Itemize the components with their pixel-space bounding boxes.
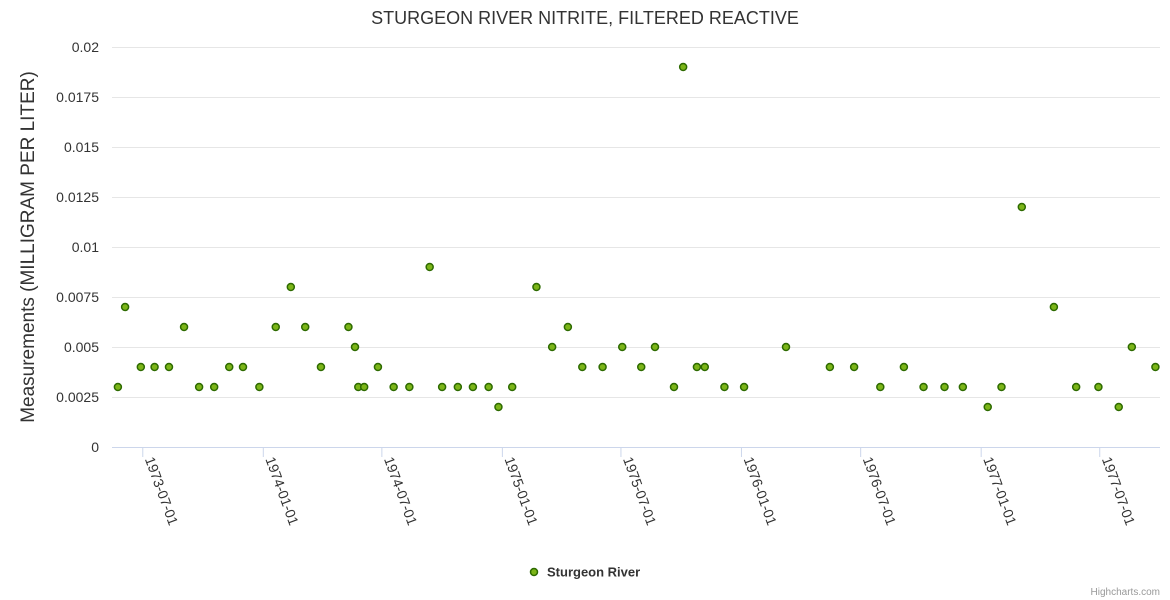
data-point[interactable] xyxy=(224,362,234,372)
y-tick-label: 0.02 xyxy=(72,39,99,55)
data-point[interactable] xyxy=(617,342,627,352)
data-point[interactable] xyxy=(136,362,146,372)
grid-lines xyxy=(112,47,1160,398)
data-point[interactable] xyxy=(359,382,369,392)
data-point[interactable] xyxy=(286,282,296,292)
data-point[interactable] xyxy=(899,362,909,372)
data-point[interactable] xyxy=(468,382,478,392)
data-point[interactable] xyxy=(1017,202,1027,212)
data-point[interactable] xyxy=(547,342,557,352)
data-point[interactable] xyxy=(425,262,434,272)
data-point[interactable] xyxy=(405,382,414,392)
data-point[interactable] xyxy=(598,362,607,372)
data-point[interactable] xyxy=(997,382,1006,392)
data-point[interactable] xyxy=(700,362,710,372)
data-point[interactable] xyxy=(484,382,493,392)
data-point[interactable] xyxy=(113,382,123,392)
x-tick-label: 1977-01-01 xyxy=(980,455,1020,528)
x-tick-label: 1975-07-01 xyxy=(620,455,660,528)
data-point[interactable] xyxy=(344,322,353,332)
data-point[interactable] xyxy=(650,342,660,352)
data-point[interactable] xyxy=(781,342,791,352)
data-point[interactable] xyxy=(1114,402,1123,412)
data-point[interactable] xyxy=(919,382,928,392)
data-point[interactable] xyxy=(1094,382,1103,392)
data-point[interactable] xyxy=(983,402,992,412)
data-point[interactable] xyxy=(958,382,968,392)
data-point[interactable] xyxy=(350,342,360,352)
data-point[interactable] xyxy=(876,382,885,392)
data-point[interactable] xyxy=(669,382,679,392)
data-point[interactable] xyxy=(849,362,859,372)
data-point[interactable] xyxy=(453,382,463,392)
y-tick-label: 0.005 xyxy=(64,339,99,355)
data-point[interactable] xyxy=(494,402,503,412)
data-point[interactable] xyxy=(720,382,729,392)
x-tick-label: 1974-01-01 xyxy=(262,455,302,528)
data-point[interactable] xyxy=(532,282,541,292)
series-sturgeon-river[interactable] xyxy=(113,62,1170,412)
data-point[interactable] xyxy=(1127,342,1137,352)
data-point[interactable] xyxy=(316,362,326,372)
x-axis-ticks: 1973-07-01 1974-01-01 1974-07-01 1975-01-01… xyxy=(142,447,1139,528)
y-tick-label: 0.01 xyxy=(72,239,99,255)
legend-marker-icon xyxy=(529,567,539,577)
data-point[interactable] xyxy=(1049,302,1059,312)
data-point[interactable] xyxy=(164,362,174,372)
data-point[interactable] xyxy=(578,362,587,372)
x-tick-label: 1976-01-01 xyxy=(741,455,781,528)
credits-link[interactable]: Highcharts.com xyxy=(1091,587,1160,598)
chart-title: STURGEON RIVER NITRITE, FILTERED REACTIV… xyxy=(371,8,799,28)
data-point[interactable] xyxy=(373,362,383,372)
y-tick-label: 0.0125 xyxy=(56,189,99,205)
data-point[interactable] xyxy=(194,382,204,392)
data-point[interactable] xyxy=(389,382,398,392)
data-point[interactable] xyxy=(1151,362,1160,372)
y-tick-label: 0.015 xyxy=(64,139,99,155)
y-tick-label: 0 xyxy=(91,439,99,455)
data-point[interactable] xyxy=(437,382,447,392)
x-tick-label: 1974-07-01 xyxy=(381,455,421,528)
data-point[interactable] xyxy=(636,362,646,372)
y-axis-ticks: 0 0.0025 0.005 0.0075 0.01 0.0125 0.015 0.0175 0… xyxy=(56,39,99,455)
y-axis-label: Measurements (MILLIGRAM PER LITER) xyxy=(18,71,39,423)
legend-label[interactable]: Sturgeon River xyxy=(547,565,640,580)
data-point[interactable] xyxy=(1071,382,1081,392)
x-tick-label: 1975-01-01 xyxy=(502,455,542,528)
y-tick-label: 0.0075 xyxy=(56,289,99,305)
x-tick-label: 1973-07-01 xyxy=(142,455,182,528)
data-point[interactable] xyxy=(179,322,189,332)
data-point[interactable] xyxy=(739,382,749,392)
y-tick-label: 0.0175 xyxy=(56,89,99,105)
data-point[interactable] xyxy=(507,382,517,392)
data-point[interactable] xyxy=(563,322,573,332)
data-point[interactable] xyxy=(271,322,280,332)
data-point[interactable] xyxy=(255,382,264,392)
data-point[interactable] xyxy=(238,362,248,372)
data-point[interactable] xyxy=(940,382,949,392)
legend[interactable]: Sturgeon River xyxy=(529,565,641,580)
y-tick-label: 0.0025 xyxy=(56,389,99,405)
x-tick-label: 1977-07-01 xyxy=(1099,455,1139,528)
x-tick-label: 1976-07-01 xyxy=(860,455,900,528)
data-point[interactable] xyxy=(120,302,130,312)
data-point[interactable] xyxy=(150,362,159,372)
data-point[interactable] xyxy=(692,362,702,372)
data-point[interactable] xyxy=(209,382,219,392)
data-point[interactable] xyxy=(825,362,835,372)
data-point[interactable] xyxy=(678,62,688,72)
data-point[interactable] xyxy=(300,322,310,332)
